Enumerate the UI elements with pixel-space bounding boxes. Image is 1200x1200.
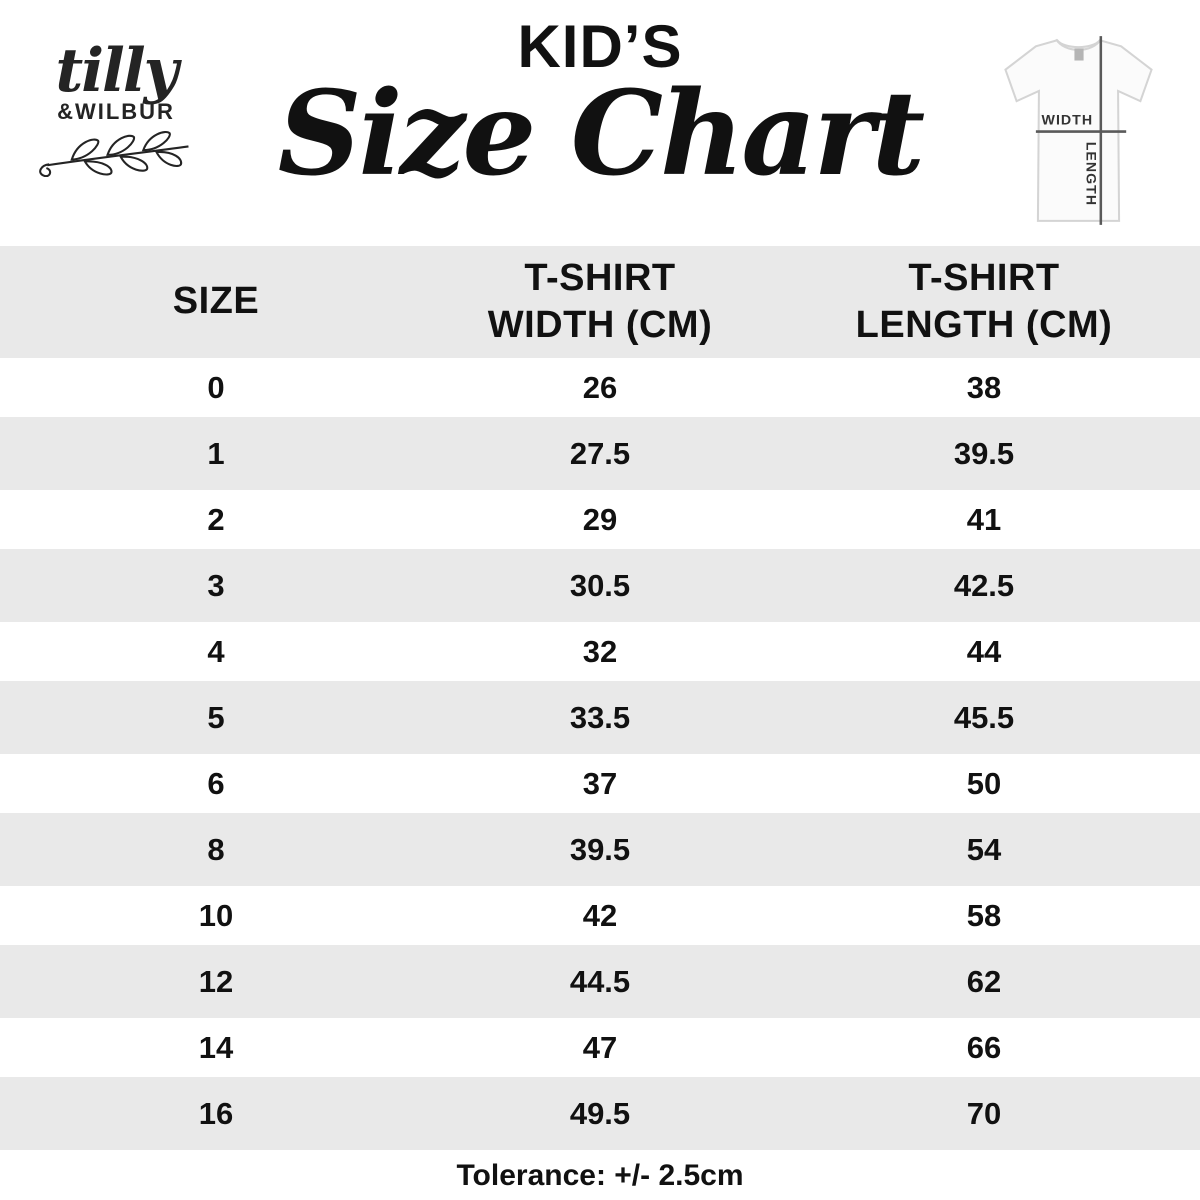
- width-cell: 26: [582, 369, 618, 405]
- size-cell: 0: [207, 369, 225, 405]
- size-cell: 2: [207, 501, 225, 537]
- tolerance-note: Tolerance: +/- 2.5cm: [456, 1159, 744, 1192]
- table-row: 0 26 38: [0, 358, 1200, 417]
- length-cell: 45.5: [953, 699, 1015, 735]
- length-label: LENGTH: [1083, 142, 1099, 206]
- title-kicker: KID’S: [517, 13, 683, 80]
- column-header: SIZE: [0, 246, 432, 358]
- length-cell: 54: [966, 831, 1002, 867]
- table-row: 16 49.5 70: [0, 1077, 1200, 1150]
- length-cell: 58: [966, 897, 1002, 933]
- length-cell: 42.5: [953, 567, 1015, 603]
- table-row: 3 30.5 42.5: [0, 549, 1200, 622]
- size-cell: 4: [207, 633, 225, 669]
- table-row: 2 29 41: [0, 490, 1200, 549]
- column-header-line1: T-SHIRT: [524, 256, 676, 299]
- header: tilly &WILBUR KID’S Size Chart: [0, 0, 1200, 246]
- width-cell: 32: [582, 633, 618, 669]
- length-cell: 62: [966, 963, 1002, 999]
- length-cell: 66: [966, 1029, 1002, 1065]
- column-header-line1: SIZE: [172, 280, 260, 323]
- tshirt-measurement-icon: WIDTH LENGTH: [1004, 36, 1153, 225]
- table-row: 4 32 44: [0, 622, 1200, 681]
- width-cell: 49.5: [569, 1095, 631, 1131]
- table-row: 14 47 66: [0, 1018, 1200, 1077]
- table-row: 12 44.5 62: [0, 945, 1200, 1018]
- width-cell: 27.5: [569, 435, 631, 471]
- size-chart-table: SIZE T-SHIRT WIDTH (CM) T-SHIRT LENGTH (CM) …: [0, 246, 1200, 1150]
- size-cell: 1: [207, 435, 225, 471]
- laurel-sprig-icon: [39, 131, 189, 178]
- page-title: KID’S Size Chart: [277, 12, 925, 202]
- width-cell: 44.5: [569, 963, 631, 999]
- size-cell: 6: [207, 765, 225, 801]
- column-header-line2: LENGTH (CM): [855, 304, 1113, 346]
- column-header: T-SHIRT LENGTH (CM): [768, 246, 1200, 358]
- length-cell: 50: [966, 765, 1002, 801]
- brand-name-script: tilly: [55, 36, 179, 106]
- width-cell: 33.5: [569, 699, 631, 735]
- column-header: T-SHIRT WIDTH (CM): [432, 246, 768, 358]
- title-main: Size Chart: [277, 66, 925, 202]
- width-cell: 47: [582, 1029, 618, 1065]
- brand-name-caps: &WILBUR: [57, 99, 175, 124]
- width-cell: 42: [582, 897, 618, 933]
- length-cell: 44: [966, 633, 1002, 669]
- header-row: SIZE T-SHIRT WIDTH (CM) T-SHIRT LENGTH (CM): [0, 246, 1200, 358]
- table-row: 1 27.5 39.5: [0, 417, 1200, 490]
- table-row: 8 39.5 54: [0, 813, 1200, 886]
- column-header-line1: T-SHIRT: [908, 256, 1060, 299]
- width-cell: 37: [582, 765, 618, 801]
- size-cell: 14: [198, 1029, 234, 1065]
- table-row: 10 42 58: [0, 886, 1200, 945]
- table-row: 6 37 50: [0, 754, 1200, 813]
- width-cell: 29: [582, 501, 618, 537]
- size-cell: 10: [198, 897, 234, 933]
- size-cell: 5: [207, 699, 225, 735]
- width-cell: 39.5: [569, 831, 631, 867]
- size-cell: 16: [198, 1095, 234, 1131]
- table-row: 5 33.5 45.5: [0, 681, 1200, 754]
- length-cell: 41: [966, 501, 1002, 537]
- width-cell: 30.5: [569, 567, 631, 603]
- column-header-line2: WIDTH (CM): [487, 304, 713, 346]
- neck-label: [1074, 48, 1084, 61]
- length-cell: 39.5: [953, 435, 1015, 471]
- brand-logo: tilly &WILBUR: [26, 36, 206, 182]
- size-cell: 8: [207, 831, 225, 867]
- table-header: SIZE T-SHIRT WIDTH (CM) T-SHIRT LENGTH (CM): [0, 246, 1200, 358]
- size-cell: 3: [207, 567, 225, 603]
- length-cell: 70: [966, 1095, 1002, 1131]
- width-label: WIDTH: [1042, 112, 1094, 128]
- size-table-body: 0 26 38 1 27.5 39.5 2 29 41 3 30.5 42.5 4 32 44 5 33.5 45…: [0, 358, 1200, 1150]
- size-cell: 12: [198, 963, 234, 999]
- length-cell: 38: [966, 369, 1002, 405]
